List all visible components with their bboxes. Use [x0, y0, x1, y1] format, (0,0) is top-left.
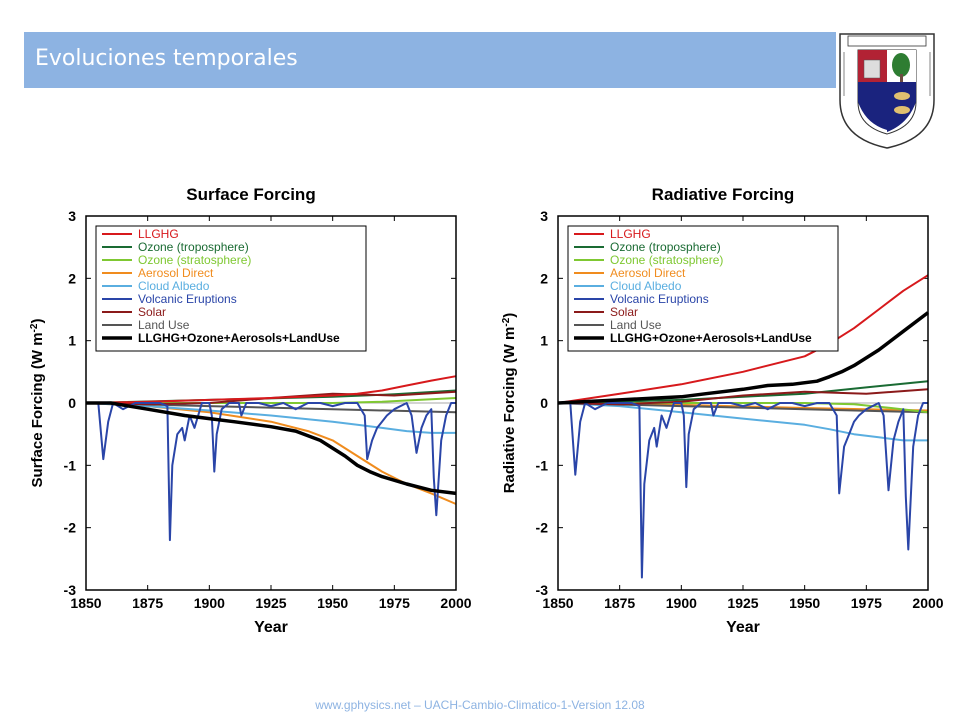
x-tick-label: 1975 [851, 595, 882, 611]
legend-label-volcanic-eruptions: Volcanic Eruptions [138, 292, 237, 306]
y-tick-label: -3 [536, 582, 549, 598]
legend-label-land-use: Land Use [138, 318, 190, 332]
x-axis-label: Year [254, 619, 288, 636]
slide-title: Evoluciones temporales [35, 46, 298, 71]
slide-footer: www.gphysics.net – UACH-Cambio-Climatico… [315, 698, 645, 712]
legend-label-cloud-albedo: Cloud Albedo [138, 279, 210, 293]
series-line-aerosol-direct [85, 402, 457, 505]
x-tick-label: 1925 [727, 595, 758, 611]
legend-label-volcanic-eruptions: Volcanic Eruptions [610, 292, 709, 306]
series-line-llghg-ozone-aerosols-landuse [86, 401, 457, 496]
x-tick-label: 2000 [912, 595, 943, 611]
legend-label-ozone-troposphere: Ozone (troposphere) [610, 240, 721, 254]
legend-label-ozone-troposphere: Ozone (troposphere) [138, 240, 249, 254]
legend-label-aerosol-direct: Aerosol Direct [610, 266, 686, 280]
y-tick-label: 3 [540, 208, 548, 224]
series-line-solar [557, 388, 929, 406]
x-tick-label: 1900 [666, 595, 697, 611]
y-tick-label: -2 [64, 520, 77, 536]
x-tick-label: 1950 [317, 595, 348, 611]
x-axis-label: Year [726, 619, 760, 636]
y-axis-label: Surface Forcing (W m-2) [29, 319, 47, 488]
series-line-volcanic-eruptions [558, 402, 928, 579]
y-tick-label: 0 [68, 395, 76, 411]
legend-box [95, 225, 367, 352]
series-line-llghg [85, 375, 457, 404]
legend-label-ozone-stratosphere: Ozone (stratosphere) [138, 253, 251, 267]
series-line-llghg-ozone-aerosols-landuse [557, 311, 930, 405]
surface-forcing-plot: Surface Forcing -3 -2 -1 0 1 2 3 1850 1875 1900 192… [29, 185, 472, 636]
legend-label-llghg-ozone-aerosols-landuse: LLGHG+Ozone+Aerosols+LandUse [138, 331, 340, 345]
y-tick-label: 1 [68, 333, 76, 349]
legend-box [567, 225, 839, 352]
x-tick-label: 1875 [604, 595, 635, 611]
university-logo [836, 30, 938, 150]
y-axis-label: Radiative Forcing (W m-2) [501, 313, 519, 494]
chart-title: Radiative Forcing [652, 185, 795, 204]
series-line-ozone-troposphere [557, 380, 929, 404]
legend-label-land-use: Land Use [610, 318, 662, 332]
series-line-volcanic-eruptions [86, 402, 456, 542]
y-tick-label: -2 [536, 520, 549, 536]
y-tick-label: -1 [536, 457, 549, 473]
series-line-cloud-albedo [557, 402, 928, 442]
x-tick-label: 1900 [194, 595, 225, 611]
radiative-forcing-chart: Radiative Forcing -3 -2 -1 0 1 2 3 1850 1875 1900 1… [490, 178, 948, 648]
y-tick-label: 1 [540, 333, 548, 349]
x-tick-label: 1975 [379, 595, 410, 611]
chart-title: Surface Forcing [186, 185, 315, 204]
plot-frame [85, 215, 457, 591]
legend-label-llghg: LLGHG [610, 227, 651, 241]
legend-label-solar: Solar [138, 305, 166, 319]
legend-label-ozone-stratosphere: Ozone (stratosphere) [610, 253, 723, 267]
y-tick-label: 3 [68, 208, 76, 224]
plot-frame [557, 215, 929, 591]
x-tick-label: 1875 [132, 595, 163, 611]
legend-label-llghg: LLGHG [138, 227, 179, 241]
x-tick-label: 1850 [70, 595, 101, 611]
series-line-cloud-albedo [85, 402, 456, 434]
x-tick-label: 2000 [440, 595, 471, 611]
y-tick-label: 2 [68, 270, 76, 286]
radiative-forcing-plot: Radiative Forcing -3 -2 -1 0 1 2 3 1850 1875 1900 1… [501, 185, 944, 636]
x-tick-label: 1850 [542, 595, 573, 611]
y-tick-label: 2 [540, 270, 548, 286]
y-tick-label: -3 [64, 582, 77, 598]
legend-label-solar: Solar [610, 305, 638, 319]
x-tick-label: 1950 [789, 595, 820, 611]
y-tick-label: 0 [540, 395, 548, 411]
legend-label-cloud-albedo: Cloud Albedo [610, 279, 682, 293]
surface-forcing-chart: Surface Forcing -3 -2 -1 0 1 2 3 1850 1875 1900 192… [18, 178, 476, 648]
x-tick-label: 1925 [255, 595, 286, 611]
y-tick-label: -1 [64, 457, 77, 473]
legend-label-llghg-ozone-aerosols-landuse: LLGHG+Ozone+Aerosols+LandUse [610, 331, 812, 345]
legend-label-aerosol-direct: Aerosol Direct [138, 266, 214, 280]
slide-title-bar: Evoluciones temporales [24, 32, 836, 88]
